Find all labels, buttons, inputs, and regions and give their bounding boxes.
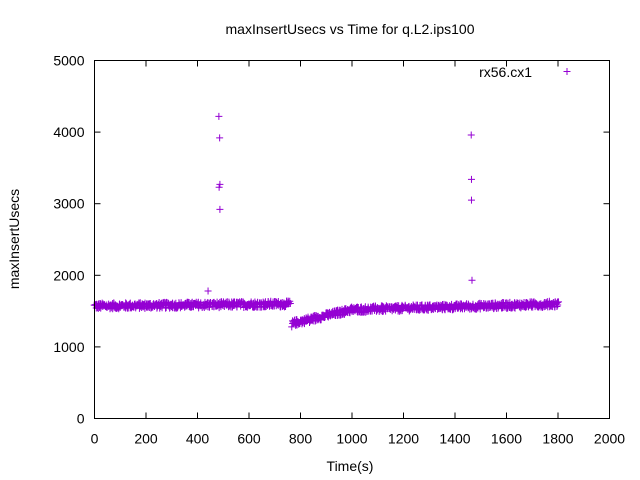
y-tick-label: 4000 <box>53 124 84 140</box>
data-point <box>216 134 224 142</box>
data-point <box>468 276 476 284</box>
data-point <box>553 303 561 311</box>
data-point <box>555 298 563 306</box>
legend-label: rx56.cx1 <box>479 64 532 80</box>
chart-title: maxInsertUsecs vs Time for q.L2.ips100 <box>226 21 475 37</box>
data-point <box>216 205 224 213</box>
data-point <box>216 180 224 188</box>
data-point <box>467 196 475 204</box>
data-point <box>204 287 212 295</box>
data-point <box>115 305 123 313</box>
data-point <box>215 183 223 191</box>
y-tick-label: 0 <box>77 411 85 427</box>
y-tick-label: 2000 <box>53 267 84 283</box>
x-tick-label: 1400 <box>439 431 470 447</box>
legend-marker <box>563 68 571 75</box>
data-point <box>467 131 475 139</box>
x-axis-ticks: 0 200 400 600 800 1000 1200 1400 1600 1800 2000 <box>91 60 625 447</box>
data-point <box>563 68 571 75</box>
y-axis-ticks: 0 1000 2000 3000 4000 5000 <box>53 53 610 427</box>
data-point <box>504 299 512 307</box>
x-tick-label: 1000 <box>336 431 367 447</box>
x-tick-label: 1600 <box>491 431 522 447</box>
x-tick-label: 600 <box>237 431 261 447</box>
x-tick-label: 2000 <box>594 431 625 447</box>
y-tick-label: 1000 <box>53 339 84 355</box>
x-tick-label: 200 <box>134 431 158 447</box>
x-tick-label: 0 <box>91 431 99 447</box>
data-point <box>288 323 296 331</box>
legend: rx56.cx1 <box>479 64 571 80</box>
data-point <box>233 303 241 311</box>
y-tick-label: 5000 <box>53 53 84 69</box>
x-tick-label: 1800 <box>542 431 573 447</box>
y-axis-label: maxInsertUsecs <box>6 189 22 289</box>
x-tick-label: 1200 <box>388 431 419 447</box>
x-tick-label: 800 <box>289 431 313 447</box>
x-axis-label: Time(s) <box>327 458 374 474</box>
x-tick-label: 400 <box>186 431 210 447</box>
data-point <box>215 112 223 120</box>
data-points <box>90 112 563 331</box>
plot-area-border <box>94 60 610 419</box>
data-point <box>286 300 294 308</box>
data-point <box>467 175 475 183</box>
y-tick-label: 3000 <box>53 196 84 212</box>
data-point <box>306 319 314 327</box>
